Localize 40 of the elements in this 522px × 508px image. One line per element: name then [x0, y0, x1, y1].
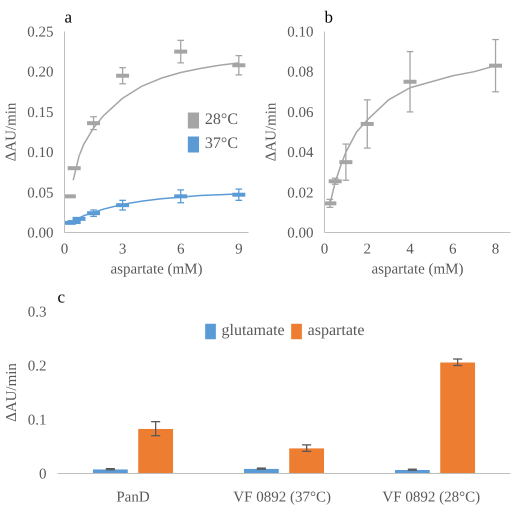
chart-title: b	[324, 8, 333, 26]
legend-label: aspartate	[308, 322, 364, 340]
x-tick-label: 6	[176, 242, 185, 258]
y-tick-label: 0.10	[287, 24, 314, 40]
x-tick-label: 3	[118, 242, 126, 258]
y-tick-label: 0	[39, 466, 46, 482]
y-tick-label: 0.20	[27, 64, 54, 81]
x-axis-title: aspartate (mM)	[110, 262, 203, 278]
y-tick-label: 0.08	[287, 64, 314, 81]
x-tick-label: 9	[235, 242, 243, 258]
y-tick-label: 0.00	[27, 226, 54, 242]
x-tick-label: 0	[60, 242, 68, 258]
y-tick-label: 0.15	[27, 104, 54, 121]
y-tick-label: 0.3	[28, 304, 46, 320]
y-tick-label: 0.2	[28, 358, 46, 374]
y-axis-title: ΔAU/min	[3, 102, 20, 162]
x-tick-label: PanD	[116, 490, 150, 506]
y-axis-title: ΔAU/min	[4, 362, 20, 422]
legend-label: 28°C	[204, 110, 238, 128]
legend-label: glutamate	[222, 322, 285, 340]
x-tick-label: 0	[320, 242, 328, 258]
y-tick-label: 0.05	[27, 185, 54, 202]
x-tick-label: 2	[364, 242, 372, 258]
y-tick-label: 0.04	[287, 145, 314, 162]
y-tick-label: 0.25	[27, 24, 54, 40]
x-axis-title: aspartate (mM)	[371, 262, 464, 278]
x-tick-label: VF 0892 (37°C)	[233, 490, 331, 506]
x-tick-label: 8	[492, 242, 500, 258]
y-axis-title: ΔAU/min	[263, 102, 280, 162]
y-tick-label: 0.10	[27, 145, 54, 162]
chart-title: a	[64, 8, 72, 26]
y-tick-label: 0.02	[287, 185, 314, 202]
y-tick-label: 0.00	[287, 226, 314, 242]
legend-label: 37°C	[204, 134, 238, 152]
chart-title: c	[58, 288, 66, 306]
x-tick-label: VF 0892 (28°C)	[382, 490, 480, 506]
y-tick-label: 0.1	[28, 412, 46, 428]
y-tick-label: 0.06	[287, 104, 314, 121]
x-tick-label: 4	[406, 242, 414, 258]
x-tick-label: 6	[449, 242, 458, 258]
